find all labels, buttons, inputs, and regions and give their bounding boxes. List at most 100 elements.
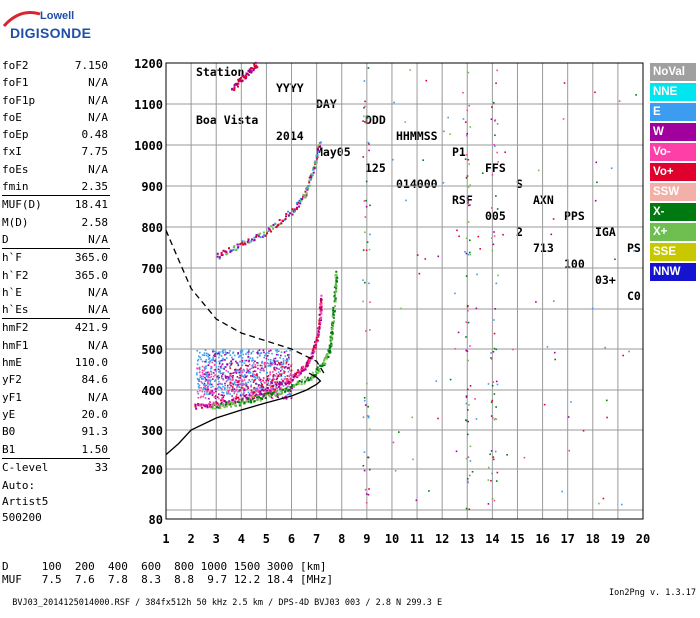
echo-dot (275, 392, 277, 394)
echo-dot (273, 357, 275, 360)
param-row: foE N/A (2, 109, 110, 126)
noise-dot (362, 279, 364, 281)
echo-dot (224, 366, 227, 368)
echo-dot (230, 375, 233, 378)
y-tick-label: 800 (141, 221, 163, 235)
params-separator (2, 457, 110, 459)
noise-dot (492, 381, 495, 383)
trace-dot (299, 372, 302, 375)
noise-dot (490, 357, 492, 359)
echo-dot (236, 362, 238, 364)
trace-dot (312, 168, 315, 171)
echo-dot (203, 352, 206, 354)
echo-dot (235, 393, 238, 396)
echo-dot (243, 370, 246, 372)
trace-dot (244, 243, 247, 246)
trace-dot (313, 167, 316, 170)
noise-dot (392, 158, 394, 161)
echo-dot (218, 356, 220, 359)
echo-dot (261, 385, 263, 387)
echo-dot (231, 356, 233, 359)
trace-dot (256, 399, 259, 402)
header-value: 125 (365, 161, 386, 175)
echo-dot (248, 379, 251, 381)
noise-dot (490, 415, 493, 417)
trace-dot (319, 322, 322, 325)
echo-dot (256, 383, 258, 386)
echo-dot (207, 393, 210, 395)
trace-dot (265, 392, 268, 395)
echo-dot (272, 371, 274, 373)
echo-dot (208, 397, 210, 400)
noise-dot (620, 503, 623, 506)
trace-dot (309, 359, 312, 362)
trace-dot (239, 242, 242, 245)
trace-dot (286, 379, 289, 382)
echo-dot (271, 397, 274, 400)
echo-dot (205, 384, 207, 387)
trace-dot (278, 218, 281, 221)
param-row: B0 91.3 (2, 423, 110, 440)
params-separator (2, 318, 110, 320)
trace-dot (255, 64, 258, 67)
echo-dot (266, 355, 269, 357)
noise-dot (502, 233, 504, 236)
echo-dot (262, 369, 265, 371)
trace-dot (275, 386, 278, 389)
noise-dot (493, 145, 496, 147)
trace-dot (211, 404, 214, 407)
trace-dot (245, 77, 248, 80)
noise-dot (367, 416, 370, 419)
echo-dot (274, 361, 276, 364)
x-tick-label: 4 (238, 532, 245, 546)
noise-dot (362, 464, 365, 467)
trace-dot (291, 208, 294, 211)
params-separator (2, 195, 110, 197)
echo-dot (215, 390, 217, 393)
echo-dot (268, 352, 270, 355)
echo-dot (240, 349, 243, 352)
echo-dot (216, 396, 219, 398)
echo-dot (254, 366, 257, 368)
header-value: C0 (627, 289, 641, 303)
trace-dot (254, 394, 257, 397)
trace-dot (315, 367, 318, 370)
trace-dot (334, 281, 337, 284)
trace-dot (194, 405, 197, 408)
param-label: foEs (2, 162, 29, 176)
noise-dot (469, 184, 472, 186)
echo-dot (270, 385, 273, 387)
trace-dot (330, 344, 333, 347)
echo-dot (233, 391, 236, 393)
echo-dot (231, 388, 233, 391)
echo-dot (259, 364, 262, 367)
echo-dot (218, 354, 221, 356)
echo-dot (272, 362, 274, 365)
trace-dot (246, 72, 249, 75)
echo-dot (210, 386, 212, 389)
echo-dot (257, 385, 260, 388)
trace-dot (310, 378, 313, 381)
noise-dot (495, 380, 498, 383)
trace-dot (235, 396, 238, 399)
echo-dot (200, 387, 202, 389)
echo-dot (254, 391, 257, 393)
echo-dot (232, 390, 234, 392)
trace-dot (332, 323, 335, 326)
param-value: N/A (88, 162, 108, 176)
trace-dot (221, 253, 224, 256)
param-value: 421.9 (74, 321, 108, 335)
trace-dot (304, 190, 307, 193)
noise-dot (368, 282, 370, 285)
noise-dot (490, 401, 493, 404)
trace-dot (335, 290, 338, 293)
noise-dot (567, 416, 570, 418)
echo-dot (225, 352, 228, 355)
echo-dot (236, 385, 239, 387)
echo-dot (240, 387, 242, 389)
echo-dot (259, 352, 262, 355)
trace-dot (289, 378, 292, 381)
echo-dot (268, 362, 270, 365)
trace-dot (291, 378, 294, 381)
trace-dot (238, 401, 241, 404)
